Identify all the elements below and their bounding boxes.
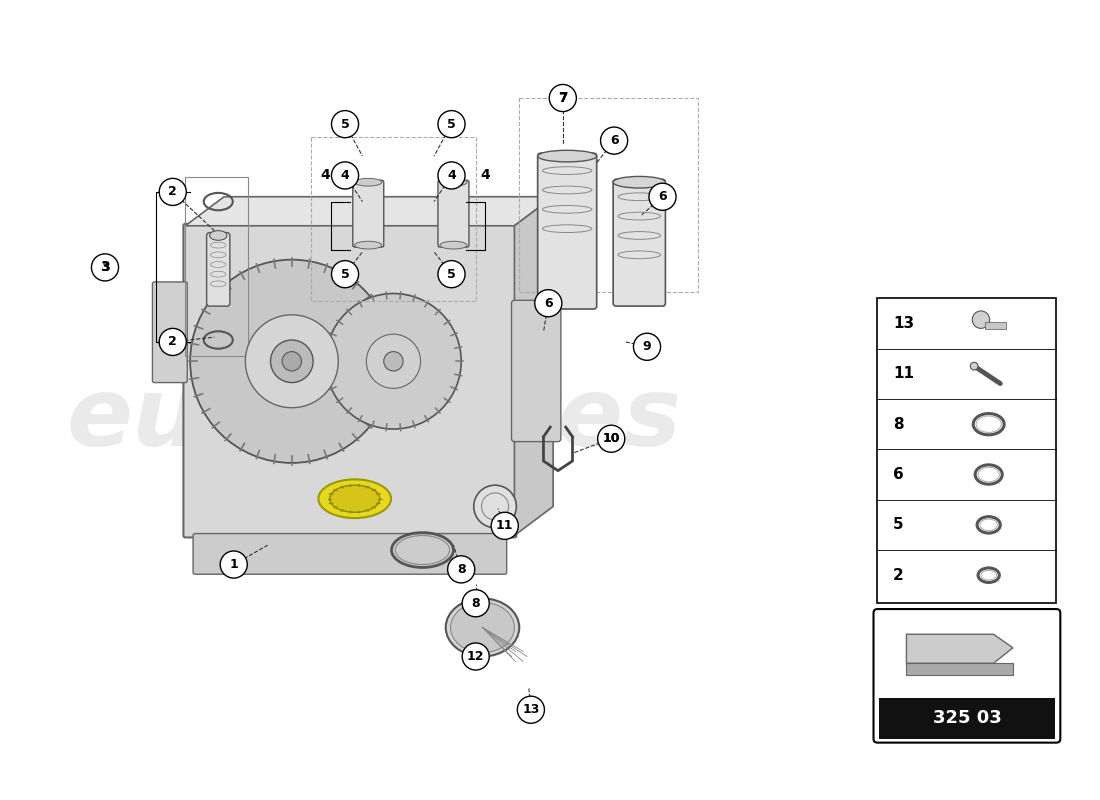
Text: eurospares: eurospares — [66, 373, 682, 466]
Circle shape — [220, 551, 248, 578]
Text: 4: 4 — [447, 169, 455, 182]
Text: 13: 13 — [893, 316, 914, 331]
Text: 12: 12 — [468, 650, 484, 663]
Circle shape — [91, 254, 119, 281]
Circle shape — [535, 290, 562, 317]
Circle shape — [474, 485, 516, 528]
FancyBboxPatch shape — [207, 233, 230, 306]
FancyBboxPatch shape — [438, 180, 469, 247]
Text: 325 03: 325 03 — [933, 710, 1001, 727]
Text: 3: 3 — [100, 260, 110, 274]
Text: 11: 11 — [496, 519, 514, 532]
Circle shape — [282, 352, 301, 371]
FancyBboxPatch shape — [194, 534, 507, 574]
Ellipse shape — [451, 602, 515, 653]
Ellipse shape — [440, 242, 467, 249]
Text: 4: 4 — [341, 169, 350, 182]
Bar — [519, 98, 698, 291]
Text: 6: 6 — [658, 190, 667, 203]
Ellipse shape — [318, 479, 390, 518]
Circle shape — [517, 696, 544, 723]
Circle shape — [438, 162, 465, 189]
Circle shape — [462, 590, 490, 617]
Polygon shape — [515, 197, 553, 535]
Circle shape — [972, 311, 990, 328]
Text: 5: 5 — [447, 268, 455, 281]
Text: 2: 2 — [168, 335, 177, 349]
Circle shape — [190, 260, 394, 463]
Text: 3: 3 — [101, 261, 109, 274]
Text: 4: 4 — [481, 169, 491, 182]
Circle shape — [366, 334, 420, 388]
FancyBboxPatch shape — [153, 282, 187, 382]
Circle shape — [549, 85, 576, 111]
Ellipse shape — [446, 598, 519, 657]
Circle shape — [326, 294, 461, 429]
Text: 5: 5 — [447, 118, 455, 130]
Text: 6: 6 — [544, 297, 552, 310]
FancyBboxPatch shape — [512, 300, 561, 442]
Text: 1: 1 — [230, 558, 238, 571]
Polygon shape — [185, 197, 553, 226]
Text: 6: 6 — [893, 467, 903, 482]
Text: 5: 5 — [341, 268, 350, 281]
Text: 2: 2 — [893, 568, 903, 582]
Circle shape — [601, 127, 628, 154]
Circle shape — [331, 110, 359, 138]
Ellipse shape — [440, 178, 467, 186]
Circle shape — [597, 425, 625, 452]
FancyBboxPatch shape — [353, 180, 384, 247]
Text: 8: 8 — [456, 563, 465, 576]
Circle shape — [331, 261, 359, 288]
Text: 4: 4 — [321, 169, 331, 182]
Text: 6: 6 — [609, 134, 618, 147]
Ellipse shape — [330, 485, 380, 512]
Text: a passionate parts since 1985: a passionate parts since 1985 — [186, 340, 562, 364]
Circle shape — [438, 110, 465, 138]
Circle shape — [634, 334, 661, 360]
Circle shape — [331, 162, 359, 189]
Ellipse shape — [354, 178, 382, 186]
FancyBboxPatch shape — [184, 224, 516, 538]
Circle shape — [492, 512, 518, 539]
Circle shape — [160, 328, 186, 355]
Bar — [906, 663, 1013, 675]
Ellipse shape — [538, 150, 596, 162]
Circle shape — [245, 315, 339, 408]
Bar — [311, 137, 475, 302]
Text: 2: 2 — [168, 186, 177, 198]
Text: 7: 7 — [559, 91, 568, 105]
Bar — [984, 322, 1006, 330]
Circle shape — [970, 362, 978, 370]
Text: 11: 11 — [893, 366, 914, 382]
Text: 10: 10 — [603, 432, 620, 446]
Circle shape — [649, 183, 676, 210]
Circle shape — [384, 352, 403, 371]
Bar — [185, 178, 249, 357]
Bar — [879, 698, 1055, 738]
Polygon shape — [906, 634, 1013, 663]
Text: 5: 5 — [893, 518, 903, 532]
Text: 7: 7 — [558, 91, 568, 105]
Circle shape — [271, 340, 314, 382]
FancyBboxPatch shape — [538, 153, 596, 309]
Circle shape — [462, 643, 490, 670]
FancyBboxPatch shape — [613, 179, 666, 306]
FancyBboxPatch shape — [873, 609, 1060, 742]
Text: 13: 13 — [522, 703, 540, 716]
Text: 9: 9 — [642, 340, 651, 354]
Text: 10: 10 — [603, 432, 620, 446]
Text: 8: 8 — [893, 417, 903, 432]
Ellipse shape — [354, 242, 382, 249]
Circle shape — [438, 261, 465, 288]
Text: 8: 8 — [472, 597, 480, 610]
Bar — [878, 298, 1056, 603]
Ellipse shape — [209, 230, 227, 240]
Ellipse shape — [613, 177, 666, 188]
Circle shape — [448, 556, 475, 583]
Circle shape — [160, 178, 186, 206]
Text: 5: 5 — [341, 118, 350, 130]
